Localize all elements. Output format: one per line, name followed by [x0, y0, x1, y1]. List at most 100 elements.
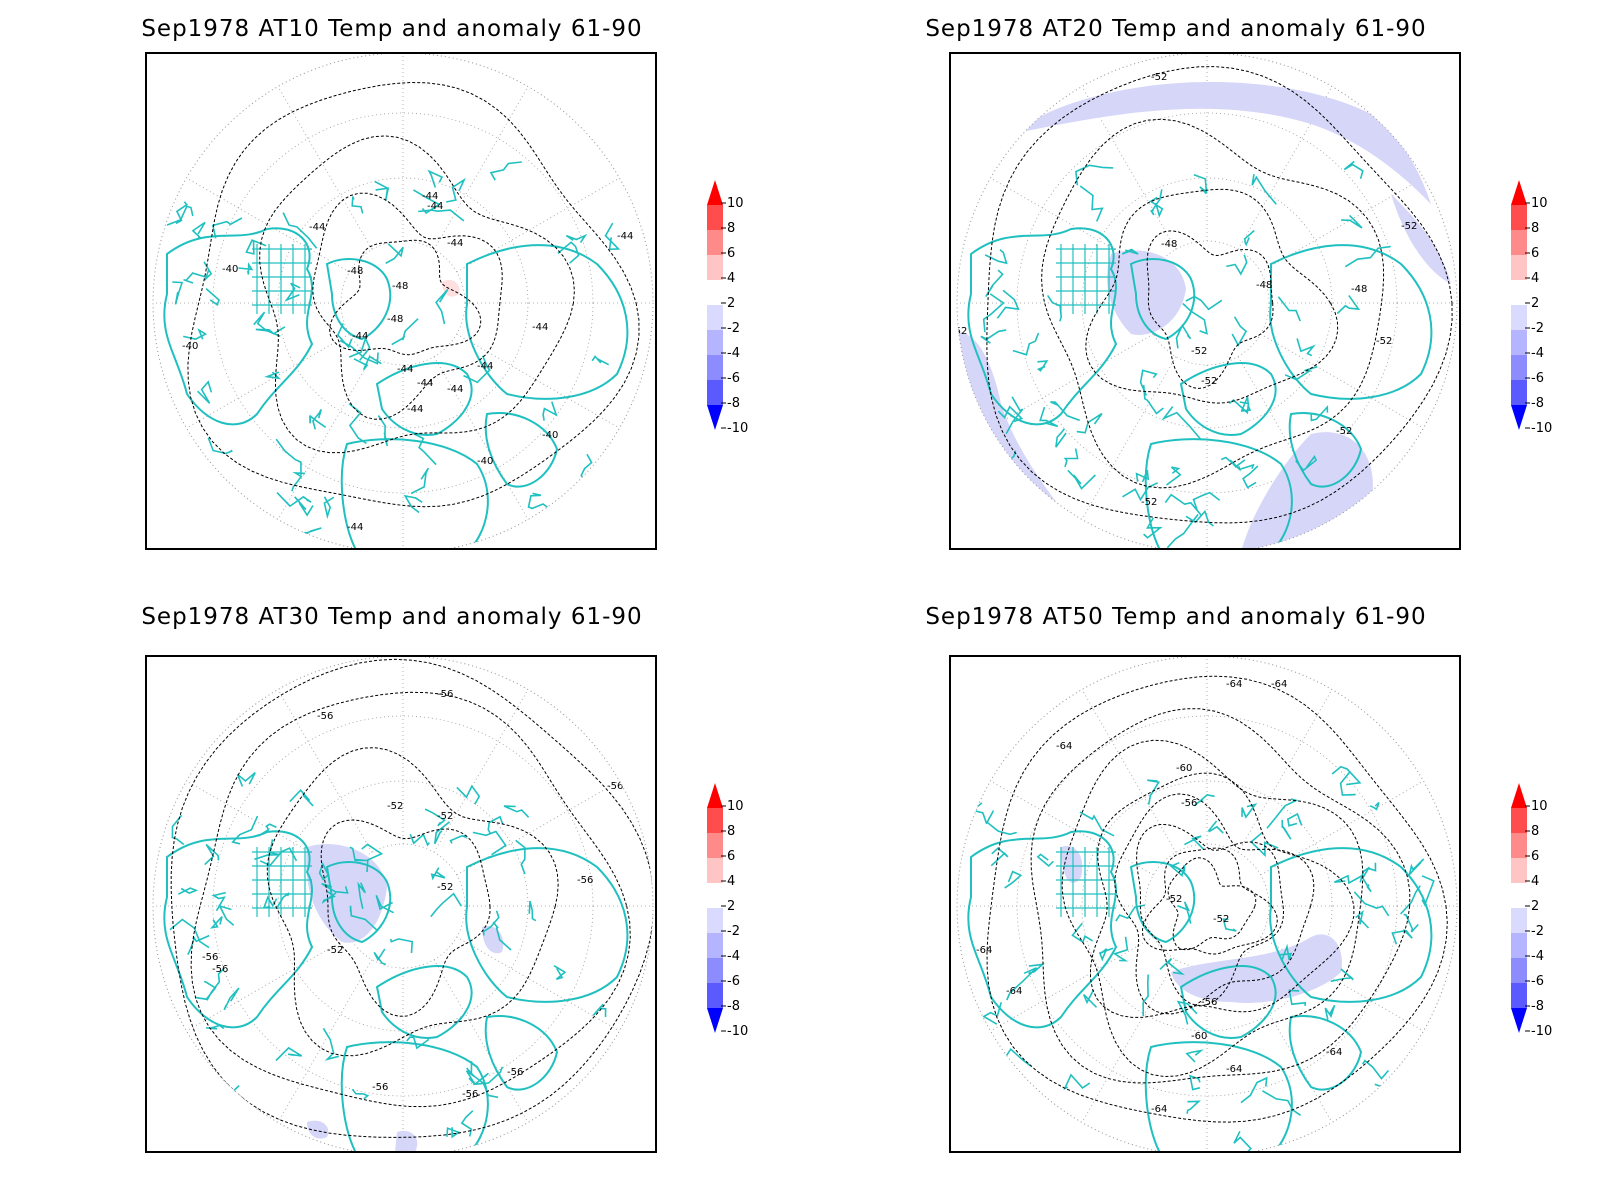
- border-line: [1231, 316, 1248, 347]
- border-line: [1344, 245, 1391, 268]
- isotherm-contour: [986, 675, 1448, 1123]
- border-line: [1079, 185, 1104, 222]
- map-boundary-circle: [956, 54, 1458, 548]
- border-line: [1361, 866, 1372, 893]
- border-line: [487, 815, 504, 835]
- border-line: [410, 467, 430, 495]
- meridian-line: [1260, 177, 1424, 273]
- colorbar-label: -10: [1531, 421, 1552, 436]
- border-line: [231, 815, 259, 845]
- border-line: [1355, 909, 1370, 929]
- border-line: [264, 371, 281, 380]
- contour-label: -48: [387, 314, 403, 325]
- border-line: [1161, 406, 1202, 441]
- contour-label: -52: [437, 882, 453, 893]
- border-line: [1193, 174, 1208, 195]
- colorbar-arrow-bottom: [707, 405, 723, 430]
- meridian-line: [456, 780, 620, 876]
- coastline: [375, 965, 473, 1039]
- coastline: [1129, 258, 1196, 341]
- border-line: [1149, 196, 1164, 218]
- border-line: [210, 503, 232, 521]
- meridian-line: [990, 333, 1154, 429]
- contour-label: -52: [1213, 914, 1229, 925]
- colorbar-segment: [1511, 230, 1527, 255]
- meridian-line: [1260, 936, 1424, 1032]
- border-line: [1240, 396, 1252, 412]
- colorbar-arrow-top: [707, 180, 723, 205]
- border-line: [234, 1122, 249, 1134]
- border-line: [997, 405, 1024, 423]
- border-line: [361, 843, 384, 873]
- border-line: [1039, 406, 1059, 428]
- border-line: [348, 336, 371, 361]
- map-panel-at10: -44 -44 -44 -44 -40 -40 -48 -48 -48 -44 -44 -44 -44-…: [145, 52, 657, 550]
- border-line: [1185, 509, 1214, 527]
- isotherm-contour: [1136, 823, 1285, 1006]
- border-line: [215, 535, 231, 548]
- border-line: [1284, 365, 1318, 381]
- colorbar-label: -2: [727, 924, 740, 939]
- border-line: [258, 1131, 270, 1151]
- border-line: [1361, 510, 1374, 539]
- colorbar-label: -8: [727, 999, 740, 1014]
- border-line: [1076, 412, 1103, 434]
- border-line: [1334, 874, 1363, 885]
- contour-label: -56: [437, 689, 453, 700]
- colorbar-segment: [1511, 933, 1527, 958]
- border-line: [482, 910, 500, 936]
- border-line: [449, 834, 468, 844]
- anomaly-region: [1107, 250, 1186, 335]
- border-line: [166, 205, 194, 226]
- border-line: [1071, 922, 1094, 944]
- contour-label: -52: [1376, 336, 1392, 347]
- border-line: [996, 289, 1020, 319]
- border-line: [1020, 518, 1042, 540]
- colorbar-segment: [707, 205, 723, 230]
- border-line: [323, 496, 335, 520]
- border-line: [1362, 1059, 1390, 1080]
- border-line: [1277, 296, 1301, 322]
- border-line: [1331, 765, 1362, 786]
- map-panel-at30: -56 -56 -56 -52 -52 -52 -52 -56 -56 -56 -56 -56 -56: [145, 655, 657, 1153]
- map-panel-at20: -52 -52 -48 -48 -48 -52 -52 -52 -52 -52 -52: [949, 52, 1461, 550]
- colorbar-segment: [707, 230, 723, 255]
- border-line: [1175, 323, 1192, 349]
- colorbar-segment: [707, 983, 723, 1008]
- border-line: [542, 401, 558, 421]
- border-line: [1336, 294, 1361, 315]
- border-line: [965, 1096, 986, 1110]
- border-line: [1169, 861, 1186, 877]
- contour-label: -64: [1271, 679, 1287, 690]
- map-content: -56-56-56-52-52-52-52-56-56-56-56-56-56: [153, 657, 653, 1151]
- border-line: [1251, 174, 1277, 205]
- contour-label: -64: [1006, 986, 1022, 997]
- border-line: [1166, 466, 1182, 486]
- map-svg-at20: -52 -52 -48 -48 -48 -52 -52 -52 -52 -52 -52: [956, 54, 1458, 548]
- colorbar-at30: 10 8 6 4 2 -2 -4 -6 -8 -10: [703, 775, 783, 1065]
- meridian-line: [990, 780, 1154, 876]
- border-line: [1147, 779, 1161, 805]
- border-line: [1143, 517, 1163, 539]
- border-line: [210, 916, 223, 929]
- colorbar-arrow-bottom: [1511, 405, 1527, 430]
- border-line: [1047, 294, 1063, 322]
- contour-label: -44: [477, 361, 493, 372]
- coastline: [325, 861, 392, 944]
- border-line: [1192, 491, 1221, 511]
- border-line: [563, 493, 579, 516]
- border-line: [1135, 469, 1150, 482]
- border-line: [348, 402, 367, 445]
- border-line: [592, 1003, 607, 1018]
- colorbar-label: -6: [727, 371, 740, 386]
- contour-label: -64: [976, 945, 992, 956]
- coastline: [375, 362, 473, 436]
- contour-label: -52: [1141, 497, 1157, 508]
- contour-label: -56: [317, 711, 333, 722]
- colorbar-label: 2: [727, 899, 735, 914]
- border-line: [1057, 1122, 1071, 1140]
- contour-label: -44: [309, 222, 325, 233]
- colorbar-segment: [707, 958, 723, 983]
- colorbar-segment: [1511, 958, 1527, 983]
- isotherm-contour: [190, 691, 631, 1108]
